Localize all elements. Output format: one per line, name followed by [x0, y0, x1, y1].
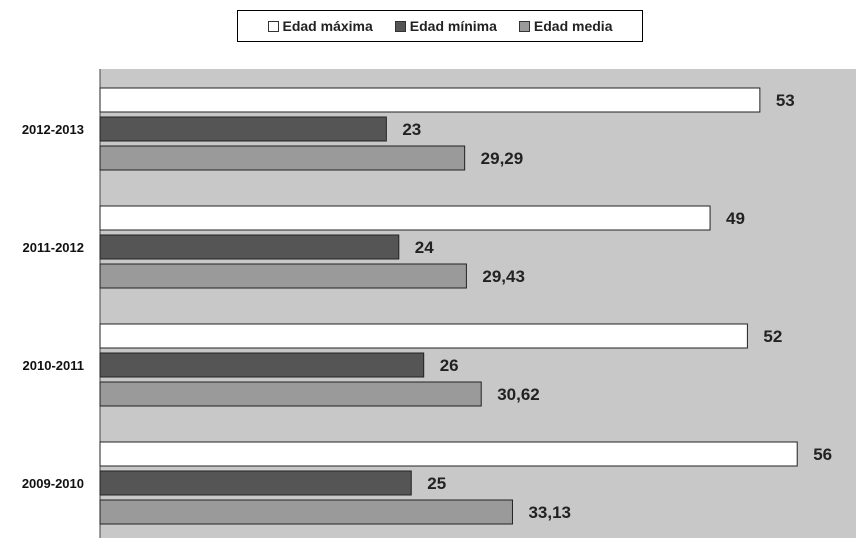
value-label-0-2: 29,29 — [481, 149, 524, 168]
bar-1-0 — [99, 205, 711, 231]
bar-0-1 — [99, 116, 387, 142]
legend-item-0: Edad máxima — [267, 18, 373, 34]
value-label-1-1: 24 — [415, 238, 434, 257]
legend-item-2: Edad media — [518, 18, 613, 34]
legend-swatch-1 — [394, 20, 406, 32]
value-label-3-2: 33,13 — [528, 503, 571, 522]
value-label-0-0: 53 — [776, 91, 795, 110]
bar-1-2 — [99, 263, 467, 289]
legend-item-1: Edad mínima — [394, 18, 497, 34]
bar-3-0 — [99, 441, 798, 467]
bar-0-2 — [99, 145, 466, 171]
bar-2-1 — [99, 352, 425, 378]
category-label-2: 2010-2011 — [23, 358, 84, 373]
value-label-3-1: 25 — [427, 474, 446, 493]
category-label-1: 2011-2012 — [23, 240, 84, 255]
value-label-2-2: 30,62 — [497, 385, 540, 404]
value-label-1-2: 29,43 — [482, 267, 525, 286]
legend-label-0: Edad máxima — [282, 18, 373, 34]
bar-1-1 — [99, 234, 400, 260]
legend-swatch-0 — [267, 20, 279, 32]
value-label-3-0: 56 — [813, 445, 832, 464]
category-label-0: 2012-2013 — [22, 122, 84, 137]
value-label-0-1: 23 — [402, 120, 421, 139]
bar-2-2 — [99, 381, 482, 407]
bar-0-0 — [99, 87, 761, 113]
bar-3-1 — [99, 470, 412, 496]
bar-3-2 — [99, 499, 513, 525]
legend-label-2: Edad media — [533, 18, 613, 34]
value-label-2-0: 52 — [763, 327, 782, 346]
category-label-3: 2009-2010 — [22, 476, 84, 491]
legend-swatch-2 — [518, 20, 530, 32]
bar-2-0 — [99, 323, 748, 349]
legend-label-1: Edad mínima — [409, 18, 497, 34]
legend: Edad máxima Edad mínima Edad media — [237, 10, 643, 42]
value-label-1-0: 49 — [726, 209, 745, 228]
value-label-2-1: 26 — [440, 356, 459, 375]
